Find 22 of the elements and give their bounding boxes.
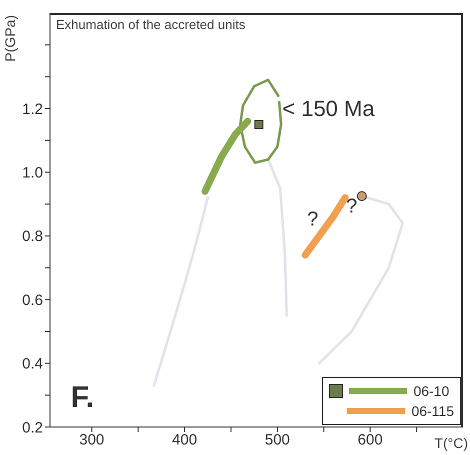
y-axis-title: P(GPa) (2, 15, 18, 62)
y-tick-label: 0.6 (22, 292, 43, 309)
line-series (266, 158, 288, 317)
annotation: ? (307, 208, 318, 232)
x-tick-label: 300 (79, 432, 104, 449)
x-tick-label: 500 (264, 432, 290, 449)
legend-label: 06-10 (413, 383, 450, 399)
y-tick-label: 1.2 (22, 100, 43, 118)
y-tick-label: 0.8 (22, 228, 43, 246)
chart-title: Exhumation of the accreted units (56, 17, 246, 32)
annotation: ? (346, 196, 358, 219)
x-tick-label: 400 (172, 432, 198, 449)
annotation: < 150 Ma (282, 96, 375, 122)
legend-label: 06-115 (411, 403, 454, 419)
line-series (239, 78, 282, 164)
annotation: F. (70, 381, 94, 416)
y-tick-label: 0.2 (22, 419, 43, 436)
y-tick-label: 0.4 (22, 356, 43, 373)
x-tick-label: 600 (358, 432, 383, 449)
line-series (152, 196, 210, 387)
y-tick-label: 1.0 (22, 164, 43, 182)
x-axis-title: T(°C) (434, 435, 468, 451)
